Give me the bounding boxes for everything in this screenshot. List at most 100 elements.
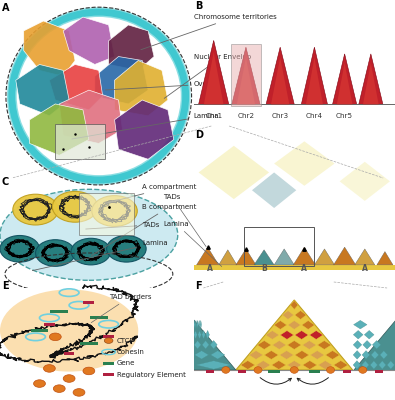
Circle shape	[290, 367, 298, 373]
Text: A compartment: A compartment	[105, 184, 197, 203]
Ellipse shape	[71, 238, 111, 265]
Ellipse shape	[36, 240, 75, 266]
Polygon shape	[30, 104, 89, 155]
Polygon shape	[271, 58, 290, 104]
Polygon shape	[198, 330, 201, 339]
Ellipse shape	[52, 191, 98, 222]
Polygon shape	[287, 361, 301, 370]
Text: A: A	[301, 264, 307, 272]
Polygon shape	[334, 361, 348, 370]
Polygon shape	[282, 310, 294, 319]
Ellipse shape	[13, 194, 58, 225]
Polygon shape	[337, 63, 352, 104]
Polygon shape	[232, 47, 260, 104]
Polygon shape	[295, 310, 306, 319]
Polygon shape	[252, 172, 296, 208]
Polygon shape	[353, 340, 362, 349]
Polygon shape	[318, 361, 333, 370]
Text: TADs: TADs	[86, 222, 160, 229]
Polygon shape	[200, 320, 201, 329]
Polygon shape	[359, 54, 383, 104]
Polygon shape	[210, 340, 217, 349]
Bar	[206, 370, 214, 373]
Circle shape	[327, 367, 335, 373]
Polygon shape	[109, 25, 154, 70]
Polygon shape	[309, 330, 323, 339]
Polygon shape	[288, 321, 301, 330]
Polygon shape	[115, 60, 168, 116]
Polygon shape	[353, 351, 361, 359]
Text: Overlap: Overlap	[105, 81, 221, 90]
Text: Chr3: Chr3	[272, 113, 289, 119]
Polygon shape	[280, 350, 293, 359]
Polygon shape	[288, 341, 301, 350]
Bar	[103, 335, 114, 338]
Polygon shape	[115, 100, 174, 159]
Polygon shape	[333, 247, 356, 265]
Bar	[83, 301, 94, 304]
Bar	[64, 352, 74, 355]
Polygon shape	[362, 361, 369, 369]
Polygon shape	[295, 330, 308, 339]
Text: Regulatory Element: Regulatory Element	[117, 372, 186, 378]
Polygon shape	[16, 64, 69, 116]
Polygon shape	[363, 63, 379, 104]
Polygon shape	[249, 350, 263, 359]
Polygon shape	[199, 40, 229, 104]
Polygon shape	[63, 17, 115, 64]
Text: C: C	[2, 177, 9, 187]
Circle shape	[73, 389, 85, 396]
Bar	[309, 370, 320, 373]
Polygon shape	[197, 320, 198, 329]
Polygon shape	[49, 64, 103, 110]
Circle shape	[53, 385, 65, 392]
Polygon shape	[194, 320, 236, 370]
Text: Lamina: Lamina	[32, 240, 168, 270]
Polygon shape	[363, 340, 371, 349]
Polygon shape	[272, 341, 286, 350]
Bar	[51, 310, 68, 313]
Polygon shape	[377, 252, 393, 265]
Polygon shape	[195, 320, 197, 329]
FancyArrowPatch shape	[297, 378, 328, 384]
Text: CTCF: CTCF	[117, 338, 134, 344]
Polygon shape	[274, 249, 294, 265]
Polygon shape	[272, 361, 286, 370]
Bar	[31, 329, 49, 332]
Polygon shape	[370, 361, 378, 369]
Text: Chromosome territories: Chromosome territories	[141, 14, 276, 50]
Polygon shape	[241, 361, 255, 370]
Polygon shape	[24, 21, 75, 76]
Bar	[55, 124, 105, 159]
Polygon shape	[364, 330, 374, 339]
Polygon shape	[306, 58, 323, 104]
Polygon shape	[333, 54, 357, 104]
Polygon shape	[206, 330, 209, 339]
Text: B compartment: B compartment	[91, 204, 197, 256]
Polygon shape	[202, 340, 209, 349]
Text: A: A	[207, 264, 213, 272]
Text: Lamina: Lamina	[164, 221, 222, 266]
Ellipse shape	[0, 236, 40, 262]
Polygon shape	[202, 330, 205, 339]
Polygon shape	[355, 249, 375, 265]
Polygon shape	[197, 247, 219, 265]
Bar	[103, 362, 114, 365]
FancyArrowPatch shape	[260, 378, 291, 384]
Polygon shape	[340, 162, 390, 201]
Polygon shape	[236, 249, 256, 265]
Bar	[103, 373, 114, 376]
Polygon shape	[198, 320, 200, 329]
Polygon shape	[353, 361, 361, 369]
Bar	[194, 264, 395, 270]
Polygon shape	[314, 249, 335, 265]
Polygon shape	[59, 90, 122, 144]
Circle shape	[104, 338, 113, 344]
Text: Chr1: Chr1	[205, 113, 222, 119]
Text: TADs: TADs	[164, 194, 206, 247]
Polygon shape	[194, 330, 198, 339]
Bar	[80, 342, 98, 345]
Polygon shape	[303, 341, 316, 350]
Polygon shape	[266, 330, 279, 339]
Bar	[375, 370, 383, 373]
